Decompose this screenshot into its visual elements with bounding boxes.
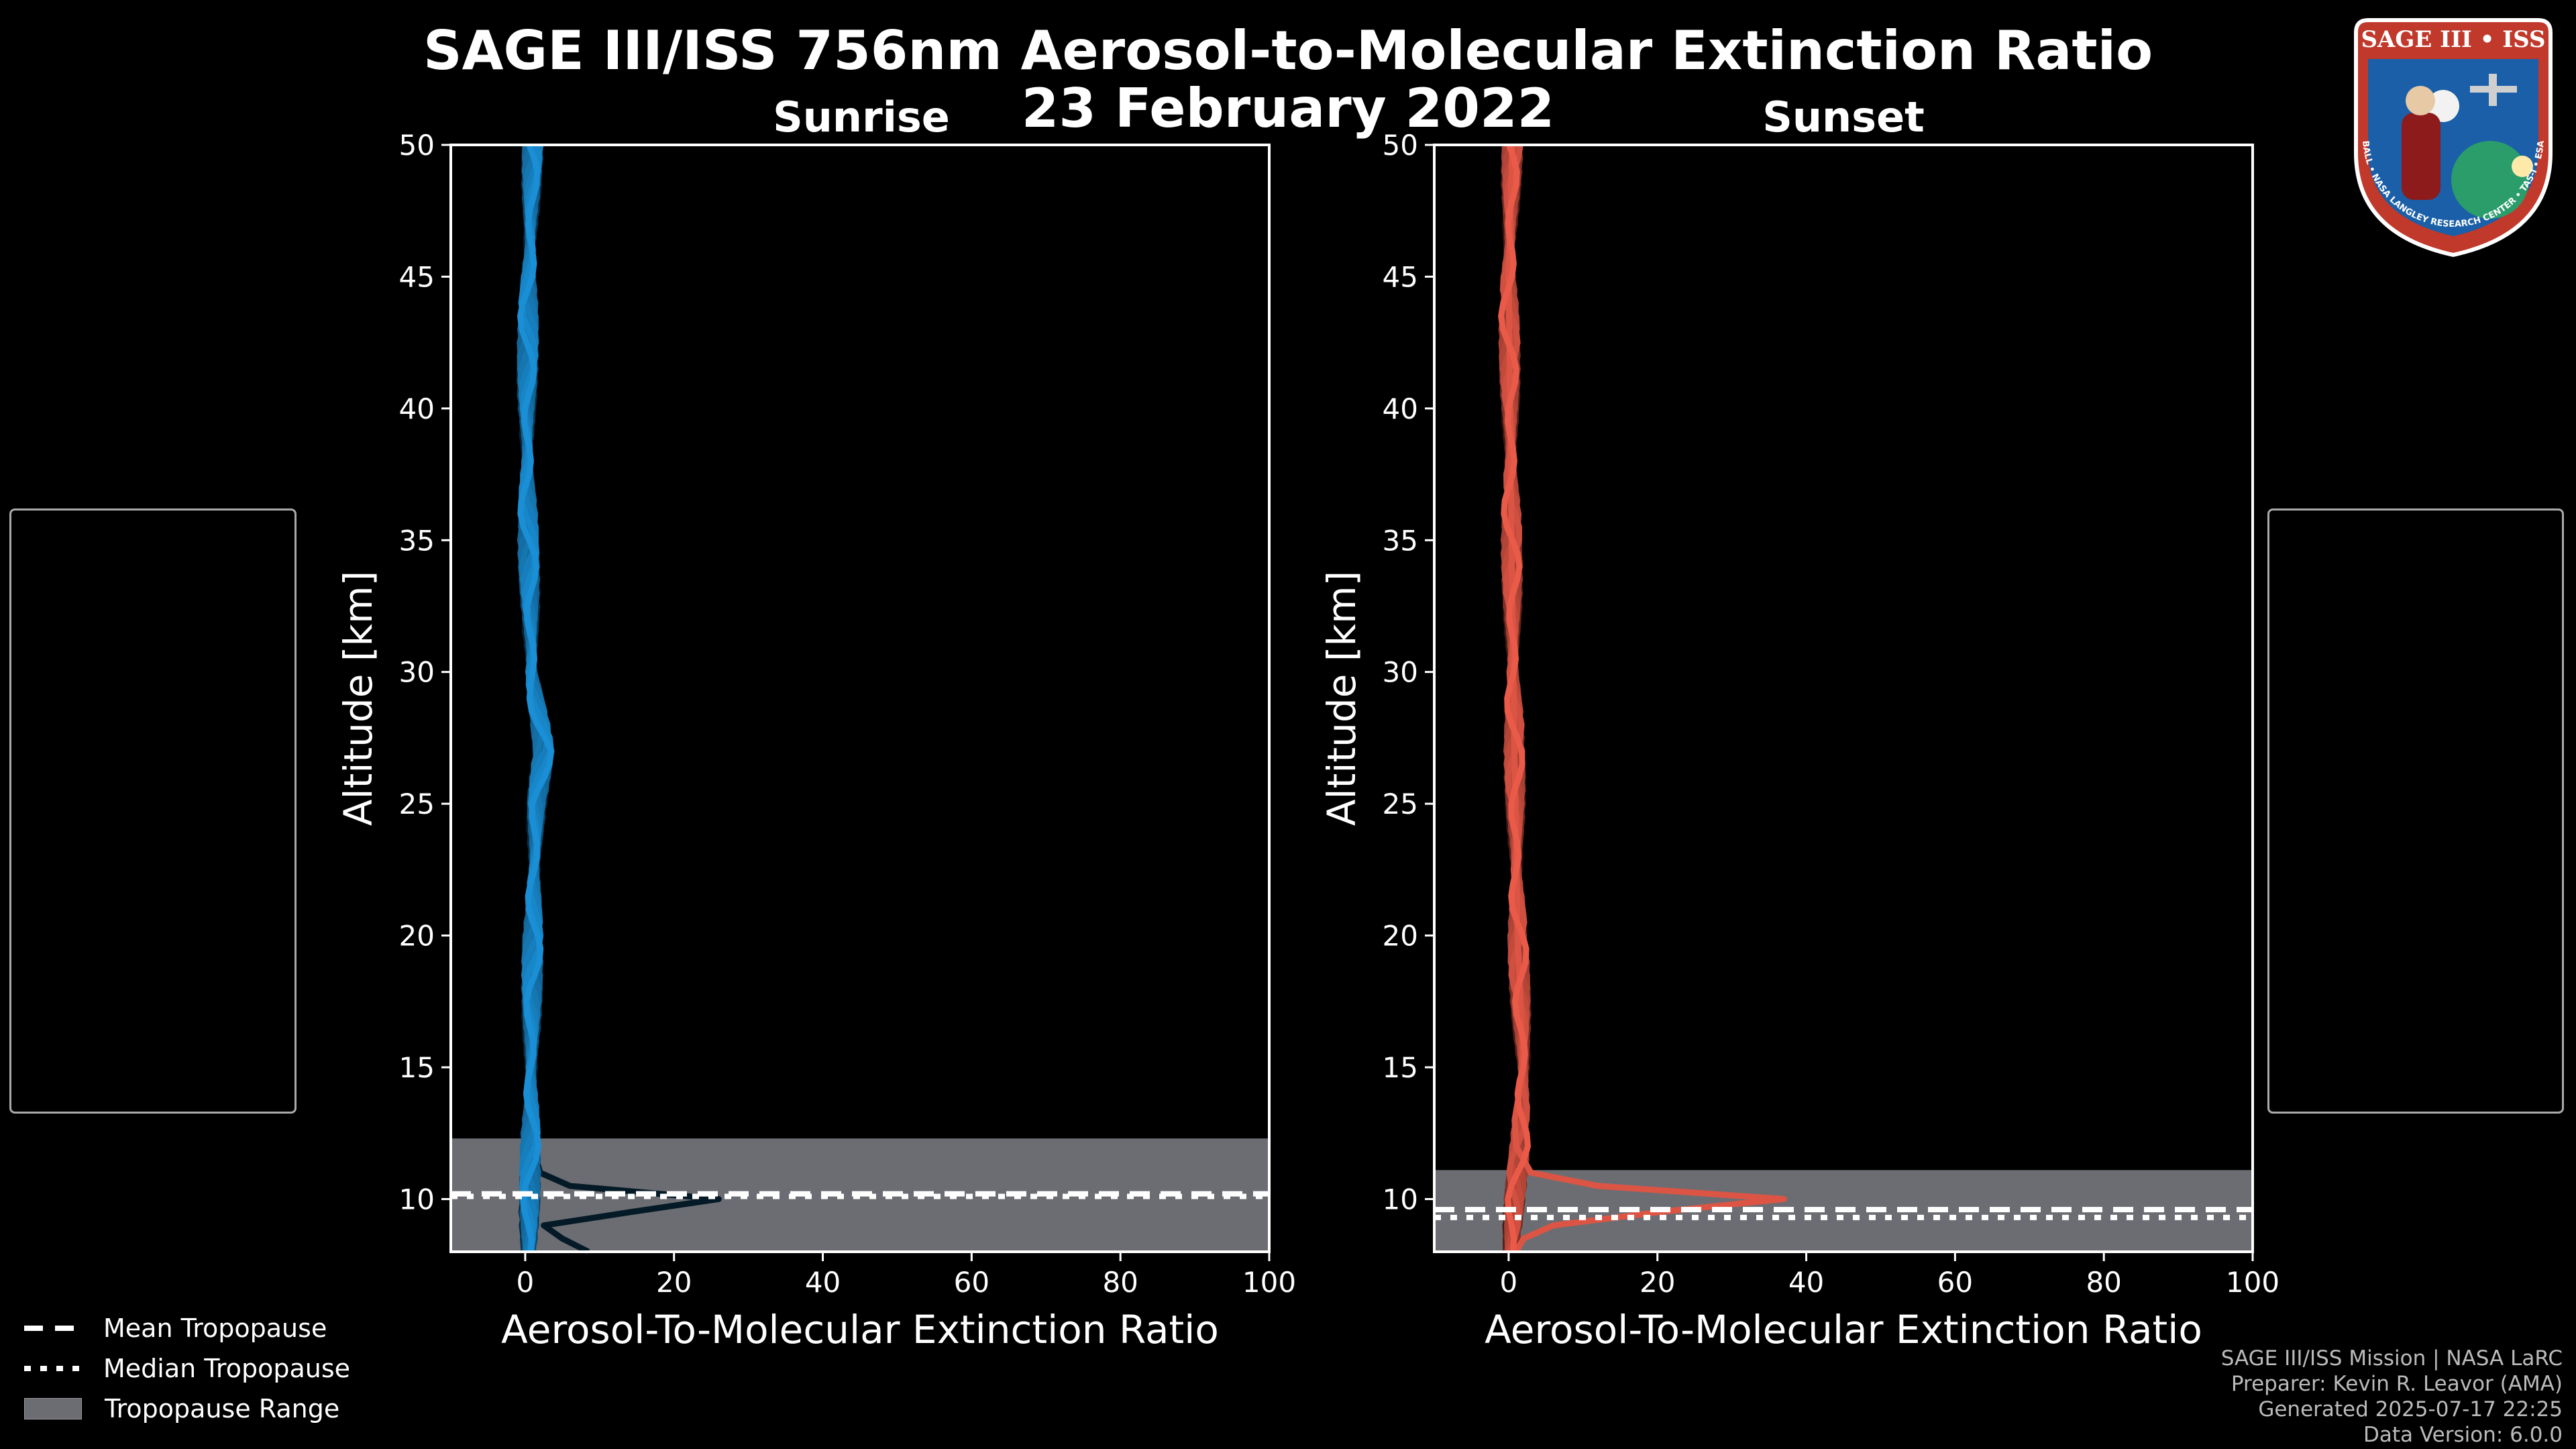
y-tick-label: 25 (1383, 788, 1418, 820)
x-tick-label: 0 (517, 1266, 535, 1299)
range-swatch-icon (24, 1398, 82, 1419)
y-tick-label: 50 (1383, 129, 1418, 162)
footer-line: Preparer: Kevin R. Leavor (AMA) (2231, 1372, 2563, 1396)
chart-title-line1: SAGE III/ISS 756nm Aerosol-to-Molecular … (423, 19, 2153, 82)
footer-credits: SAGE III/ISS Mission | NASA LaRC Prepare… (2221, 1346, 2563, 1448)
tropopause-range-legend: Tropopause Range (24, 1389, 339, 1429)
dashed-line-icon (24, 1326, 80, 1331)
tropopause-range-label: Tropopause Range (105, 1394, 340, 1424)
y-tick-label: 20 (1383, 920, 1418, 953)
mean-tropopause-legend: Mean Tropopause (24, 1308, 327, 1348)
y-axis-label: Altitude [km] (1319, 571, 1364, 826)
x-tick-label: 40 (805, 1266, 841, 1299)
median-tropopause-legend: Median Tropopause (24, 1348, 350, 1389)
footer-line: Data Version: 6.0.0 (2363, 1423, 2563, 1447)
sunset-legend (2267, 508, 2564, 1114)
sage-iii-iss-logo: SAGE III • ISS BALL • NASA LANGLEY RESEA… (2354, 18, 2553, 258)
y-tick-label: 40 (1383, 392, 1418, 425)
sunrise-axes-frame (449, 144, 1271, 1253)
y-tick-label: 45 (1383, 260, 1418, 293)
sunrise-plot-area: 0 20 40 60 80 100 10 15 20 25 30 35 40 45 50 Aerosol-To… (335, 129, 1296, 1352)
y-tick-label: 30 (1383, 656, 1418, 689)
y-tick-label: 35 (1383, 524, 1418, 557)
sunrise-subtitle: Sunrise (773, 93, 950, 142)
y-tick-label: 50 (399, 129, 435, 162)
y-tick-label: 25 (399, 788, 435, 820)
footer-line: SAGE III/ISS Mission | NASA LaRC (2220, 1346, 2563, 1371)
profile-line-2022022344SS (1498, 144, 1531, 1252)
y-tick-label: 10 (1383, 1183, 1418, 1216)
y-tick-label: 35 (399, 524, 435, 557)
x-axis-label: Aerosol-To-Molecular Extinction Ratio (1485, 1307, 2202, 1352)
x-tick-label: 60 (954, 1266, 989, 1299)
y-tick-label: 45 (399, 260, 435, 293)
sunset-subtitle: Sunset (1762, 93, 1925, 142)
x-tick-label: 20 (656, 1266, 692, 1299)
profile-line-2022022341SS (1505, 144, 1787, 1254)
mean-tropopause-label: Mean Tropopause (103, 1313, 327, 1343)
dotted-line-icon (24, 1366, 80, 1371)
y-tick-label: 10 (399, 1183, 435, 1216)
x-tick-label: 20 (1640, 1266, 1675, 1299)
x-tick-label: 60 (1937, 1266, 1973, 1299)
sunset-axes-frame (1433, 144, 2254, 1253)
x-tick-label: 80 (1102, 1266, 1138, 1299)
x-tick-label: 100 (2226, 1266, 2279, 1299)
chart-title-line2: 23 February 2022 (1021, 77, 1555, 140)
y-tick-label: 40 (399, 392, 435, 425)
x-tick-label: 40 (1788, 1266, 1824, 1299)
y-axis-label: Altitude [km] (335, 571, 381, 826)
y-tick-label: 30 (399, 656, 435, 689)
sunset-plot-area: 0 20 40 60 80 100 10 15 20 25 30 35 40 45 50 Aerosol-To… (1319, 129, 2279, 1352)
median-tropopause-label: Median Tropopause (103, 1354, 350, 1383)
x-tick-label: 100 (1242, 1266, 1296, 1299)
y-tick-label: 15 (399, 1051, 435, 1084)
y-tick-label: 15 (1383, 1051, 1418, 1084)
x-tick-label: 80 (2086, 1266, 2121, 1299)
footer-line: Generated 2025-07-17 22:25 (2258, 1397, 2563, 1421)
x-axis-label: Aerosol-To-Molecular Extinction Ratio (501, 1307, 1219, 1352)
y-tick-label: 20 (399, 920, 435, 953)
profile-line-2022022345SR (517, 144, 554, 1252)
x-tick-label: 0 (1500, 1266, 1518, 1299)
profile-line-2022022303SR (523, 144, 722, 1255)
logo-text: SAGE III • ISS (2361, 26, 2545, 53)
sunrise-legend (9, 508, 297, 1114)
